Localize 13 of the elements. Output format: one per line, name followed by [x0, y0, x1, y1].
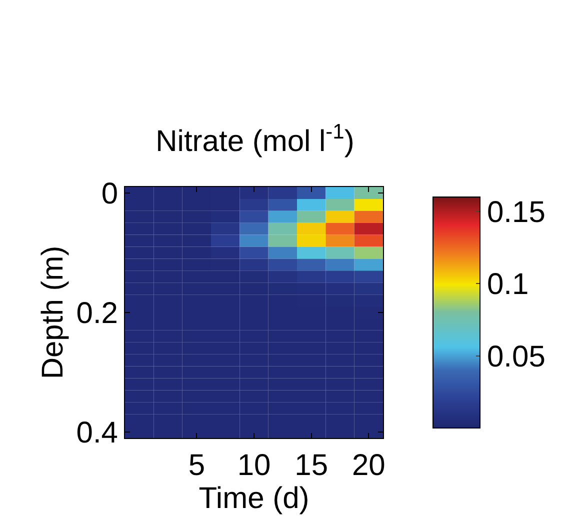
x-tick-label: 20: [352, 449, 386, 482]
color-bar-label: 0.1: [487, 268, 529, 302]
color-bar-label: 0.15: [487, 196, 546, 229]
y-tick-label: 0.2: [76, 297, 118, 330]
x-tick-label: 5: [188, 449, 206, 482]
x-tick-label: 10: [237, 449, 271, 482]
x-tick-label: 15: [294, 449, 328, 482]
x-axis-title: Time (d): [198, 482, 310, 515]
chart-title: Nitrate (mol l$^{-1}$): [156, 120, 354, 158]
y-tick-label: 0.4: [76, 416, 118, 450]
y-tick-label: 0: [101, 177, 118, 210]
color-bar-label: 0.05: [487, 340, 546, 374]
y-axis-title: Depth (m): [36, 246, 70, 380]
